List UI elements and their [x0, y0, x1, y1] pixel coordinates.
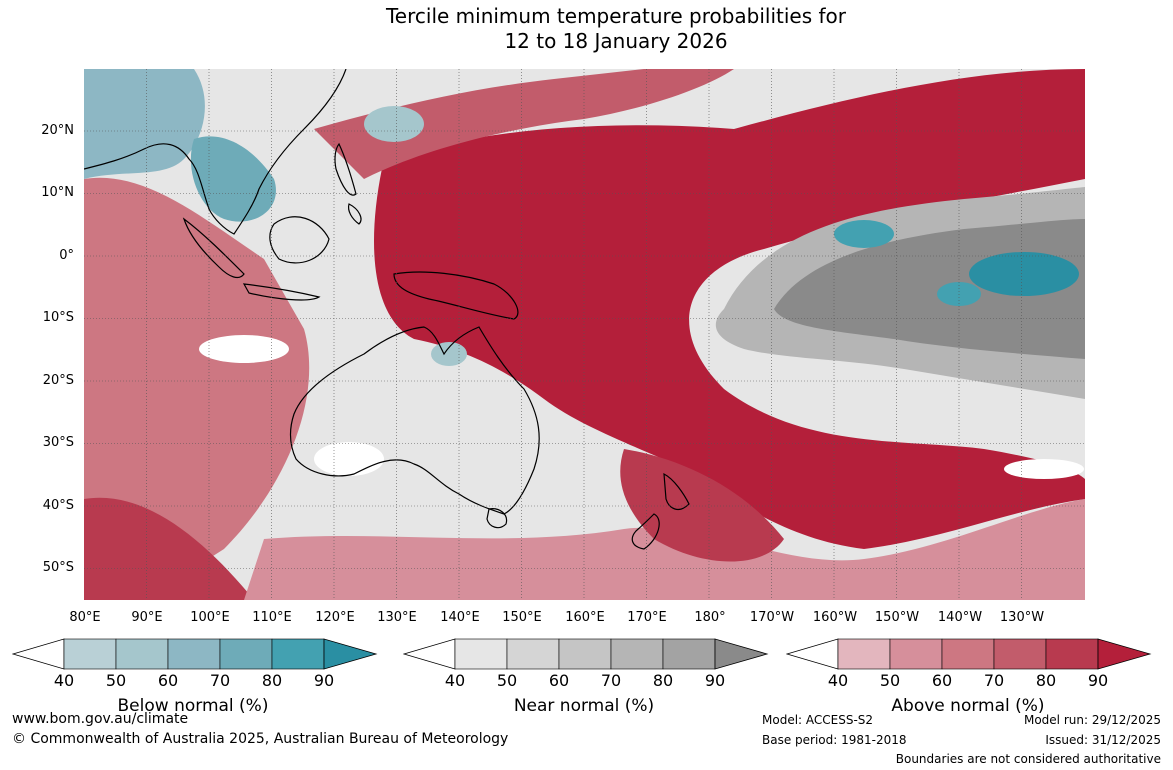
- lon-label-130e: 130°E: [377, 610, 417, 625]
- model-run-date: Model run: 29/12/2025: [1023, 713, 1161, 727]
- colorbar-above-swatches: [785, 638, 1152, 670]
- lat-label-50s: 50°S: [42, 560, 74, 575]
- colorbar-near-tick-70: 70: [600, 671, 622, 690]
- title-line-1: Tercile minimum temperature probabilitie…: [385, 4, 847, 28]
- colorbar-near-tick-40: 40: [444, 671, 466, 690]
- above-region-southwest: [84, 497, 254, 600]
- above-region-pacific-fringe: [314, 69, 734, 179]
- above-region-pacific-core: [374, 69, 1085, 549]
- below-region-se-asia: [84, 69, 205, 179]
- colorbar-above-title: Above normal (%): [891, 696, 1045, 716]
- lon-label-160e: 160°E: [565, 610, 605, 625]
- white-region-australia-interior: [314, 442, 384, 476]
- above-region-southern-ocean: [244, 499, 1085, 600]
- colorbar-near-tick-50: 50: [496, 671, 518, 690]
- lat-label-10s: 10°S: [42, 310, 74, 325]
- colorbar-below-title: Below normal (%): [117, 696, 269, 716]
- lon-label-150e: 150°E: [502, 610, 542, 625]
- lat-label-0: 0°: [59, 248, 74, 263]
- lon-label-150w: 150°W: [874, 610, 920, 625]
- lon-label-140e: 140°E: [440, 610, 480, 625]
- probability-map: [84, 69, 1085, 600]
- colorbar-below-tick-80: 80: [261, 671, 283, 690]
- colorbar-near-tick-90: 90: [704, 671, 726, 690]
- colorbar-above-tick-70: 70: [983, 671, 1005, 690]
- colorbar-above-tick-50: 50: [879, 671, 901, 690]
- colorbar-near-tick-60: 60: [548, 671, 570, 690]
- lat-label-10n: 10°N: [41, 185, 74, 200]
- colorbar-near-swatches: [402, 638, 769, 670]
- colorbar-below-tick-40: 40: [53, 671, 75, 690]
- issued-date: Issued: 31/12/2025: [1045, 733, 1161, 747]
- boundaries-disclaimer: Boundaries are not considered authoritat…: [895, 752, 1161, 766]
- lon-label-100e: 100°E: [190, 610, 230, 625]
- below-pocket-south-china-sea: [364, 106, 424, 142]
- colorbar-below-tick-60: 60: [157, 671, 179, 690]
- lon-label-170w: 170°W: [749, 610, 795, 625]
- graticule: [84, 69, 1085, 600]
- below-pocket-central-pacific-a: [834, 220, 894, 248]
- lat-label-20n: 20°N: [41, 123, 74, 138]
- copyright-notice: © Commonwealth of Australia 2025, Austra…: [12, 731, 509, 747]
- lon-label-180: 180°: [694, 610, 726, 625]
- base-period: Base period: 1981-2018: [762, 733, 907, 747]
- website-link[interactable]: www.bom.gov.au/climate: [12, 711, 189, 727]
- map-canvas: [84, 69, 1085, 600]
- java-coastline: [242, 283, 321, 301]
- colorbar-near: [402, 638, 769, 676]
- lat-label-40s: 40°S: [42, 498, 74, 513]
- lon-label-160w: 160°W: [812, 610, 858, 625]
- lon-label-90e: 90°E: [131, 610, 163, 625]
- map-title: Tercile minimum temperature probabilitie…: [0, 4, 1173, 54]
- lat-label-20s: 20°S: [42, 373, 74, 388]
- colorbar-near-title: Near normal (%): [513, 696, 655, 716]
- above-region-west-ocean: [84, 177, 310, 600]
- above-region-nz: [620, 449, 784, 562]
- model-name: Model: ACCESS-S2: [762, 713, 874, 727]
- colorbar-above-tick-80: 80: [1035, 671, 1057, 690]
- lat-label-30s: 30°S: [42, 435, 74, 450]
- lon-label-130w: 130°W: [999, 610, 1045, 625]
- borneo-coastline: [269, 216, 330, 264]
- new-zealand-coastline: [631, 472, 690, 550]
- sumatra-coastline: [182, 217, 245, 279]
- title-line-2: 12 to 18 January 2026: [504, 29, 728, 53]
- colorbar-below: [11, 638, 378, 676]
- white-region-indian-ocean: [199, 335, 289, 363]
- new-guinea-coastline: [393, 271, 519, 320]
- below-pocket-east-pacific: [969, 252, 1079, 296]
- colorbar-below-tick-50: 50: [105, 671, 127, 690]
- tasmania-coastline: [486, 508, 508, 529]
- lon-label-140w: 140°W: [937, 610, 983, 625]
- lon-label-110e: 110°E: [252, 610, 292, 625]
- colorbar-above-tick-60: 60: [931, 671, 953, 690]
- colorbar-above-tick-90: 90: [1087, 671, 1109, 690]
- colorbar-above: [785, 638, 1152, 676]
- australia-coastline: [289, 326, 540, 515]
- asia-mainland-coastline: [84, 69, 347, 235]
- philippines-coastline: [334, 142, 362, 225]
- colorbar-near-tick-80: 80: [652, 671, 674, 690]
- lon-label-170e: 170°E: [627, 610, 667, 625]
- below-pocket-queensland: [431, 342, 467, 366]
- colorbar-above-tick-40: 40: [827, 671, 849, 690]
- lon-label-80e: 80°E: [69, 610, 101, 625]
- white-region-east-pacific: [1004, 459, 1084, 479]
- colorbar-below-tick-90: 90: [313, 671, 335, 690]
- colorbar-below-swatches: [11, 638, 378, 670]
- lon-label-120e: 120°E: [315, 610, 355, 625]
- colorbar-below-tick-70: 70: [209, 671, 231, 690]
